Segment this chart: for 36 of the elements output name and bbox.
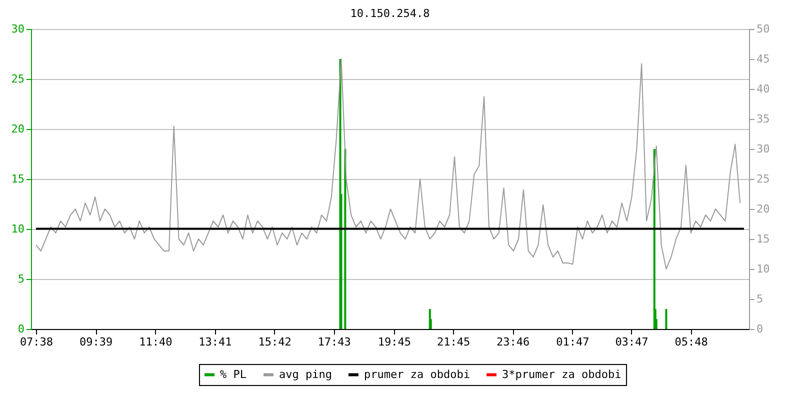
x-tick-label: 13:41: [198, 336, 232, 348]
y2-tick-label: 5: [756, 292, 764, 306]
y2-tick-label: 15: [756, 232, 770, 246]
chart-title: 10.150.254.8: [350, 7, 430, 20]
x-tick-label: 23:46: [496, 336, 530, 348]
legend-label: avg ping: [279, 368, 332, 381]
y2-tick-label: 50: [756, 22, 770, 36]
legend-label: % PL: [220, 368, 247, 381]
x-tick-label: 21:45: [436, 336, 470, 348]
y-tick-label: 30: [11, 22, 24, 36]
y2-tick-label: 35: [756, 112, 770, 126]
y-tick-label: 25: [11, 72, 24, 86]
y2-tick-label: 45: [756, 52, 770, 66]
y-tick-label: 15: [11, 172, 24, 186]
legend-label: 3*prumer za obdobi: [502, 368, 622, 381]
x-tick-label: 01:47: [556, 336, 590, 348]
x-tick-label: 19:45: [378, 336, 411, 348]
x-tick-label: 09:39: [80, 336, 113, 348]
y-tick-label: 0: [18, 322, 24, 336]
y2-tick-label: 25: [756, 172, 770, 186]
y2-tick-label: 40: [756, 82, 770, 96]
y-tick-label: 20: [11, 122, 24, 136]
x-tick-label: 17:43: [318, 336, 351, 348]
x-tick-label: 11:40: [139, 336, 172, 348]
y-tick-label: 5: [18, 272, 24, 286]
y2-tick-label: 20: [756, 202, 770, 216]
y2-tick-label: 30: [756, 142, 770, 156]
x-tick-label: 15:42: [258, 336, 292, 348]
legend-label: prumer za obdobi: [364, 368, 470, 381]
x-tick-label: 07:38: [20, 336, 54, 348]
y2-tick-label: 0: [756, 322, 764, 336]
y2-tick-label: 10: [756, 262, 770, 276]
x-tick-label: 05:48: [674, 336, 708, 348]
line-series: [36, 58, 741, 270]
x-tick-label: 03:47: [615, 336, 648, 348]
y-tick-label: 10: [11, 222, 24, 236]
